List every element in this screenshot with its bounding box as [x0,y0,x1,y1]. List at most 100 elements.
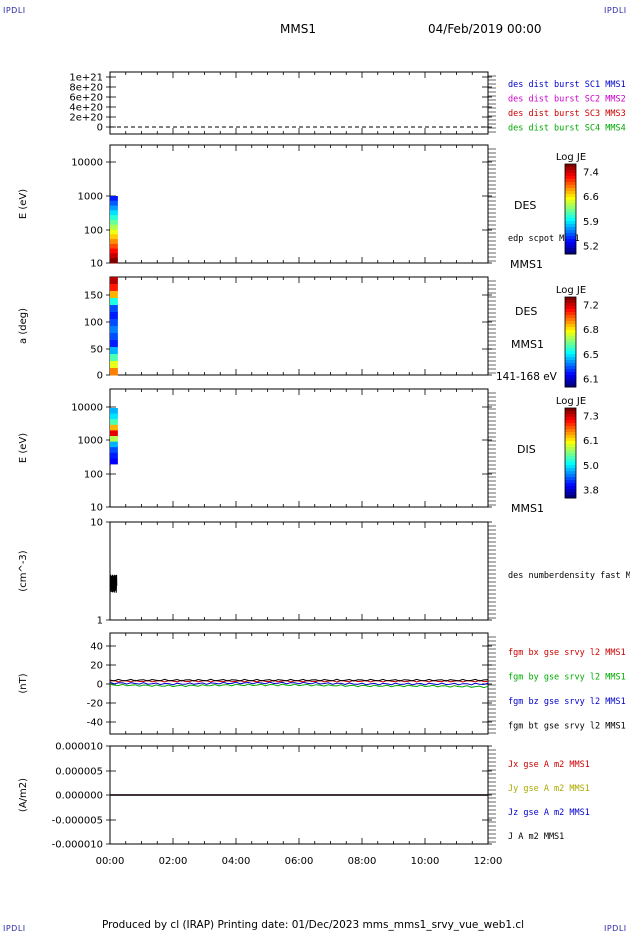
colorbar-segment [565,366,576,370]
spectrogram-cell [110,347,118,355]
date-title: 04/Feb/2019 00:00 [428,22,542,36]
instrument-label: DES [514,199,536,212]
colorbar-segment [565,203,576,207]
y-tick-label: -40 [87,718,103,729]
colorbar-segment [565,438,576,442]
colorbar-segment [565,303,576,307]
colorbar-segment [565,348,576,352]
colorbar-tick-label: 7.3 [583,412,599,423]
y-axis-label: (nT) [18,673,29,693]
x-tick-label: 08:00 [348,856,377,867]
spectrogram-cell [110,258,118,264]
colorbar-tick-label: 6.1 [583,375,599,386]
spectrogram-cell [110,277,118,285]
y-tick-label: 1 [97,616,103,627]
colorbar-segment [565,185,576,189]
spectrogram-cell [110,224,118,230]
colorbar-segment [565,426,576,430]
y-tick-label: 0.000005 [55,767,103,778]
colorbar-segment [565,321,576,325]
colorbar-segment [565,179,576,183]
y-axis-label: (A/m2) [18,778,29,812]
y-tick-label: 1e+21 [69,73,103,84]
colorbar-segment [565,215,576,219]
colorbar-segment [565,441,576,445]
spacecraft-label: MMS1 [510,258,543,271]
colorbar-segment [565,230,576,234]
y-tick-label: 20 [90,661,103,672]
colorbar-segment [565,327,576,331]
colorbar-segment [565,170,576,174]
y-axis-label: a (deg) [18,308,29,344]
x-tick-label: 02:00 [159,856,188,867]
colorbar-segment [565,474,576,478]
y-tick-label: 150 [84,291,103,302]
spectrogram-cell [110,368,118,376]
spectrogram-cell [110,430,118,437]
colorbar-segment [565,360,576,364]
corner-label-top-right: IPDLI [604,6,627,15]
colorbar-segment [565,182,576,186]
series-label: Jz gse A m2 MMS1 [508,808,590,818]
colorbar-segment [565,423,576,427]
colorbar-segment [565,372,576,376]
colorbar-segment [565,309,576,313]
colorbar-segment [565,450,576,454]
colorbar-segment [565,447,576,451]
spectrogram-cell [110,215,118,221]
colorbar-segment [565,453,576,457]
fgm-series-line [109,683,489,689]
series-label: fgm bx gse srvy l2 MMS1 [508,648,626,658]
colorbar-segment [565,378,576,382]
y-tick-label: 0.000010 [55,742,103,753]
colorbar-tick-label: 6.5 [583,350,599,361]
legend-entry: des dist burst SC1 MMS1 [508,80,626,90]
colorbar-segment [565,471,576,475]
colorbar-segment [565,432,576,436]
y-tick-label: 2e+20 [69,113,103,124]
spectrogram-cell [110,253,118,259]
y-tick-label: -0.000010 [52,840,103,851]
spectrogram-cell [110,354,118,362]
colorbar-segment [565,333,576,337]
colorbar-segment [565,408,576,412]
colorbar-segment [565,381,576,385]
colorbar-segment [565,306,576,310]
footer-text: Produced by cl (IRAP) Printing date: 01/… [102,919,525,931]
colorbar-segment [565,351,576,355]
colorbar-segment [565,236,576,240]
x-tick-label: 06:00 [285,856,314,867]
spectrogram-cell [110,333,118,341]
colorbar-tick-label: 7.4 [583,168,599,179]
spectrogram-cell [110,239,118,245]
y-tick-label: 10 [90,518,103,529]
colorbar-segment [565,233,576,237]
series-label: fgm bt gse srvy l2 MMS1 [508,722,626,732]
instrument-label: DIS [517,443,536,456]
spectrogram-cell [110,441,118,448]
spectrogram-cell [110,408,118,414]
colorbar-segment [565,218,576,222]
colorbar-segment [565,330,576,334]
spectrogram-cell [110,234,118,240]
colorbar-frame [564,163,577,255]
series-label: Jx gse A m2 MMS1 [508,760,590,770]
colorbar-segment [565,480,576,484]
colorbar-tick-label: 5.2 [583,242,599,253]
spectrogram-cell [110,248,118,254]
legend-entry: des dist burst SC3 MMS3 [508,109,626,119]
colorbar-segment [565,417,576,421]
y-tick-label: 100 [84,318,103,329]
colorbar-segment [565,369,576,373]
spectrogram-cell [110,326,118,334]
colorbar-segment [565,191,576,195]
colorbar-segment [565,339,576,343]
colorbar-segment [565,318,576,322]
panel-frame-1 [109,144,489,264]
colorbar-segment [565,429,576,433]
colorbar-tick-label: 6.1 [583,436,599,447]
y-tick-label: 0 [97,680,103,691]
colorbar-segment [565,197,576,201]
spectrogram-cell [110,196,118,202]
